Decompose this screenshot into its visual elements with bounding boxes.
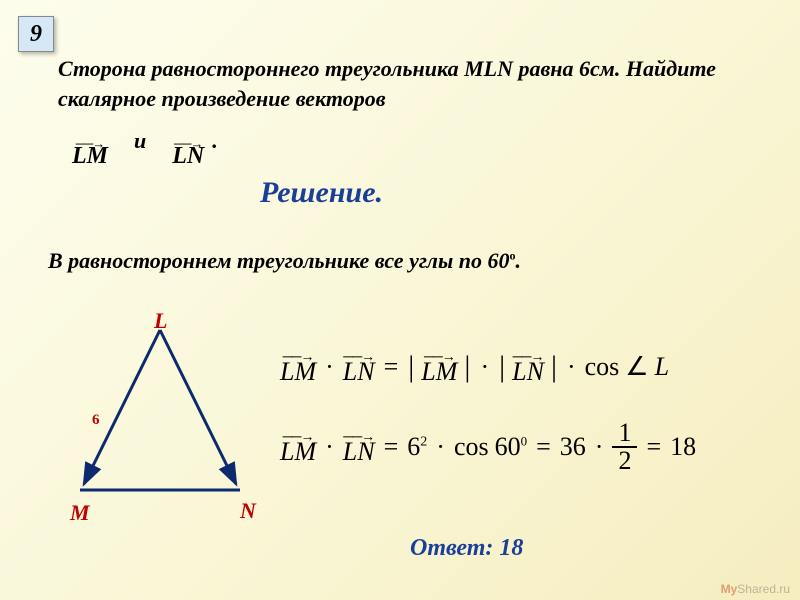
vec-text: LN	[343, 363, 375, 381]
statement-main: В равностороннем треугольнике все углы п…	[48, 248, 509, 273]
triangle-svg	[60, 320, 260, 520]
vector-lm: ──→LM	[280, 433, 316, 461]
equals: =	[533, 432, 554, 462]
dot-op: ·	[322, 352, 337, 382]
formula-definition: ──→LM · ──→LN = | ──→LM | · | ──→LN | · …	[280, 350, 669, 384]
vec-text: LN	[343, 443, 375, 461]
side-label: 6	[92, 412, 100, 429]
answer-text: Ответ: 18	[410, 535, 523, 562]
num-18: 18	[670, 432, 696, 462]
statement-text: В равностороннем треугольнике все углы п…	[48, 246, 770, 276]
vectors-expression: ──→ LM и ──→ LN .	[72, 128, 218, 165]
vector-lm: ──→ LM	[72, 139, 108, 165]
problem-number: 9	[30, 21, 42, 48]
six: 62	[407, 432, 427, 462]
num: 60	[495, 432, 521, 461]
bar: |	[407, 350, 415, 384]
equals: =	[643, 432, 664, 462]
num: 6	[407, 432, 420, 461]
watermark-brand: My	[721, 582, 738, 596]
vec-text: LN	[512, 363, 544, 381]
fraction-half: 1 2	[612, 420, 637, 474]
vec-text: LM	[280, 363, 316, 381]
bar: |	[498, 350, 506, 384]
period: .	[212, 128, 218, 154]
vector-ln: ──→ LN	[172, 139, 204, 165]
deg: 0	[521, 433, 528, 448]
vector-ln: ──→LN	[343, 353, 375, 381]
vector-label: LM	[72, 148, 108, 165]
vector-ln-mag: ──→LN	[512, 353, 544, 381]
exp: 2	[420, 434, 427, 449]
statement-end: .	[515, 248, 521, 273]
vec-text: LM	[280, 443, 316, 461]
bar: |	[463, 350, 471, 384]
cos-text: cos	[454, 432, 489, 462]
num-36: 36	[560, 432, 586, 462]
watermark-rest: Shared.ru	[737, 582, 790, 596]
denominator: 2	[612, 448, 637, 474]
cos-text: cos	[585, 352, 620, 382]
bar: |	[550, 350, 558, 384]
vector-lm-mag: ──→LM	[421, 353, 457, 381]
dot-op: ·	[477, 352, 492, 382]
vertex-l: L	[154, 308, 167, 334]
dot-op: ·	[592, 432, 607, 462]
problem-text: Сторона равностороннего треугольника MLN…	[58, 54, 770, 113]
edge-ln	[160, 330, 236, 484]
equals: =	[381, 352, 402, 382]
sixty-deg: 600	[495, 432, 528, 462]
solution-heading: Решение.	[260, 176, 383, 210]
dot-op: ·	[322, 432, 337, 462]
and-text: и	[116, 128, 164, 154]
problem-number-badge: 9	[18, 16, 54, 52]
angle-vertex: L	[655, 352, 669, 382]
triangle-figure: L M N 6	[60, 320, 260, 550]
vertex-m: M	[70, 500, 90, 526]
numerator: 1	[612, 420, 637, 448]
edge-lm	[84, 330, 160, 484]
vec-text: LM	[421, 363, 457, 381]
vertex-n: N	[240, 498, 256, 524]
equals: =	[381, 432, 402, 462]
vector-lm: ──→LM	[280, 353, 316, 381]
vector-ln: ──→LN	[343, 433, 375, 461]
watermark: MyShared.ru	[721, 582, 790, 596]
angle-icon: ∠	[625, 352, 648, 382]
vector-label: LN	[172, 148, 204, 165]
dot-op: ·	[564, 352, 579, 382]
formula-calculation: ──→LM · ──→LN = 62 · cos 600 = 36 · 1 2 …	[280, 420, 696, 474]
dot-op: ·	[433, 432, 448, 462]
